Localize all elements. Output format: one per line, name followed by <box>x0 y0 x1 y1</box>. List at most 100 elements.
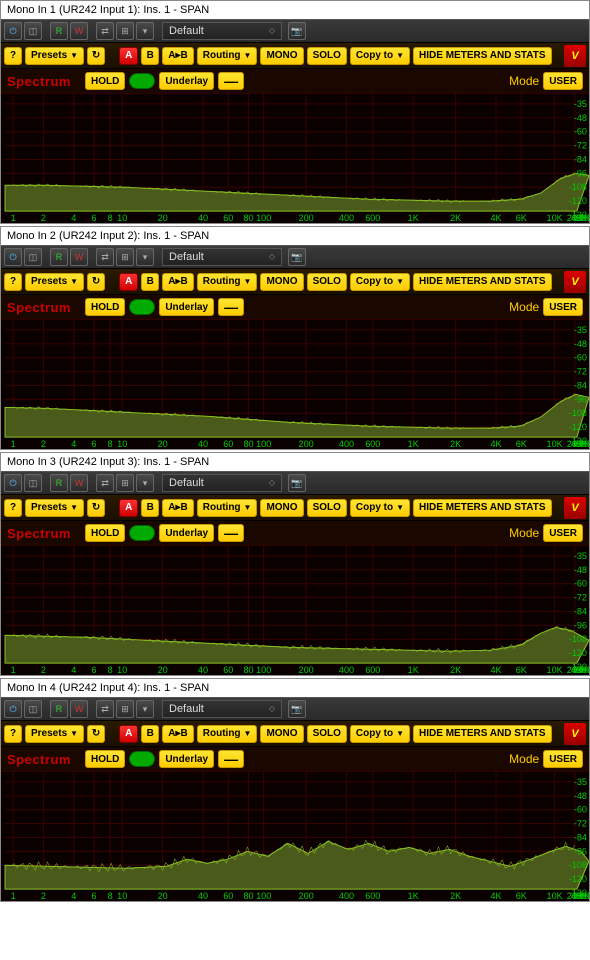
reload-button[interactable]: ↻ <box>87 47 105 65</box>
ab-compare-button[interactable]: ⇄ <box>96 700 114 718</box>
ab-compare-button[interactable]: ⇄ <box>96 474 114 492</box>
presets-button[interactable]: Presets▼ <box>25 273 84 291</box>
power-button[interactable]: ⏻ <box>4 22 22 40</box>
spectrum-display[interactable]: -35-48-60-72-84-96-108-120-130 124681020… <box>1 771 589 901</box>
a-to-b-button[interactable]: A▸B <box>162 273 193 291</box>
b-button[interactable]: B <box>141 725 159 743</box>
write-automation-button[interactable]: W <box>70 474 88 492</box>
settings-button[interactable]: ⊞ <box>116 474 134 492</box>
ab-compare-button[interactable]: ⇄ <box>96 22 114 40</box>
hold-toggle[interactable] <box>129 751 155 767</box>
solo-button[interactable]: SOLO <box>307 725 347 743</box>
copy-to-button[interactable]: Copy to▼ <box>350 273 410 291</box>
solo-button[interactable]: SOLO <box>307 47 347 65</box>
help-button[interactable]: ? <box>4 47 22 65</box>
preset-dropdown[interactable]: Default ◇ <box>162 248 282 266</box>
copy-to-button[interactable]: Copy to▼ <box>350 47 410 65</box>
read-automation-button[interactable]: R <box>50 248 68 266</box>
hide-meters-button[interactable]: HIDE METERS AND STATS <box>413 47 551 65</box>
b-button[interactable]: B <box>141 499 159 517</box>
functions-button[interactable]: ▾ <box>136 700 154 718</box>
a-button[interactable]: A <box>119 499 138 517</box>
reload-button[interactable]: ↻ <box>87 725 105 743</box>
preset-dropdown[interactable]: Default ◇ <box>162 474 282 492</box>
copy-to-button[interactable]: Copy to▼ <box>350 725 410 743</box>
spectrum-display[interactable]: -35-48-60-72-84-96-108-120-130 124681020… <box>1 93 589 223</box>
mode-user-button[interactable]: USER <box>543 750 583 768</box>
solo-button[interactable]: SOLO <box>307 499 347 517</box>
a-to-b-button[interactable]: A▸B <box>162 47 193 65</box>
underlay-source-button[interactable]: — <box>218 298 244 316</box>
functions-button[interactable]: ▾ <box>136 474 154 492</box>
snapshot-button[interactable]: 📷 <box>288 474 306 492</box>
mono-button[interactable]: MONO <box>260 725 303 743</box>
spectrum-display[interactable]: -35-48-60-72-84-96-108-120-130 124681020… <box>1 545 589 675</box>
presets-button[interactable]: Presets▼ <box>25 499 84 517</box>
power-button[interactable]: ⏻ <box>4 700 22 718</box>
underlay-source-button[interactable]: — <box>218 750 244 768</box>
a-button[interactable]: A <box>119 273 138 291</box>
help-button[interactable]: ? <box>4 499 22 517</box>
underlay-button[interactable]: Underlay <box>159 72 214 90</box>
underlay-button[interactable]: Underlay <box>159 750 214 768</box>
solo-button[interactable]: SOLO <box>307 273 347 291</box>
hold-button[interactable]: HOLD <box>85 298 125 316</box>
mode-user-button[interactable]: USER <box>543 298 583 316</box>
a-button[interactable]: A <box>119 725 138 743</box>
presets-button[interactable]: Presets▼ <box>25 725 84 743</box>
read-automation-button[interactable]: R <box>50 474 68 492</box>
underlay-button[interactable]: Underlay <box>159 298 214 316</box>
hold-toggle[interactable] <box>129 525 155 541</box>
snapshot-button[interactable]: 📷 <box>288 700 306 718</box>
spectrum-display[interactable]: -35-48-60-72-84-96-108-120-130 124681020… <box>1 319 589 449</box>
mono-button[interactable]: MONO <box>260 273 303 291</box>
copy-to-button[interactable]: Copy to▼ <box>350 499 410 517</box>
read-automation-button[interactable]: R <box>50 22 68 40</box>
ab-compare-button[interactable]: ⇄ <box>96 248 114 266</box>
a-button[interactable]: A <box>119 47 138 65</box>
b-button[interactable]: B <box>141 47 159 65</box>
mode-user-button[interactable]: USER <box>543 72 583 90</box>
reload-button[interactable]: ↻ <box>87 273 105 291</box>
routing-button[interactable]: Routing▼ <box>197 273 258 291</box>
hold-toggle[interactable] <box>129 73 155 89</box>
write-automation-button[interactable]: W <box>70 22 88 40</box>
hold-button[interactable]: HOLD <box>85 750 125 768</box>
underlay-source-button[interactable]: — <box>218 72 244 90</box>
preset-dropdown[interactable]: Default ◇ <box>162 700 282 718</box>
underlay-button[interactable]: Underlay <box>159 524 214 542</box>
mode-user-button[interactable]: USER <box>543 524 583 542</box>
hide-meters-button[interactable]: HIDE METERS AND STATS <box>413 273 551 291</box>
mono-button[interactable]: MONO <box>260 499 303 517</box>
hold-toggle[interactable] <box>129 299 155 315</box>
a-to-b-button[interactable]: A▸B <box>162 725 193 743</box>
routing-button[interactable]: Routing▼ <box>197 499 258 517</box>
hold-button[interactable]: HOLD <box>85 524 125 542</box>
write-automation-button[interactable]: W <box>70 248 88 266</box>
routing-button[interactable]: Routing▼ <box>197 47 258 65</box>
read-automation-button[interactable]: R <box>50 700 68 718</box>
routing-button[interactable]: Routing▼ <box>197 725 258 743</box>
help-button[interactable]: ? <box>4 273 22 291</box>
hold-button[interactable]: HOLD <box>85 72 125 90</box>
power-button[interactable]: ⏻ <box>4 474 22 492</box>
reload-button[interactable]: ↻ <box>87 499 105 517</box>
help-button[interactable]: ? <box>4 725 22 743</box>
hide-meters-button[interactable]: HIDE METERS AND STATS <box>413 725 551 743</box>
hide-meters-button[interactable]: HIDE METERS AND STATS <box>413 499 551 517</box>
functions-button[interactable]: ▾ <box>136 248 154 266</box>
bypass-button[interactable]: ◫ <box>24 248 42 266</box>
presets-button[interactable]: Presets▼ <box>25 47 84 65</box>
mono-button[interactable]: MONO <box>260 47 303 65</box>
snapshot-button[interactable]: 📷 <box>288 248 306 266</box>
a-to-b-button[interactable]: A▸B <box>162 499 193 517</box>
functions-button[interactable]: ▾ <box>136 22 154 40</box>
bypass-button[interactable]: ◫ <box>24 700 42 718</box>
bypass-button[interactable]: ◫ <box>24 22 42 40</box>
bypass-button[interactable]: ◫ <box>24 474 42 492</box>
settings-button[interactable]: ⊞ <box>116 248 134 266</box>
underlay-source-button[interactable]: — <box>218 524 244 542</box>
b-button[interactable]: B <box>141 273 159 291</box>
settings-button[interactable]: ⊞ <box>116 22 134 40</box>
write-automation-button[interactable]: W <box>70 700 88 718</box>
